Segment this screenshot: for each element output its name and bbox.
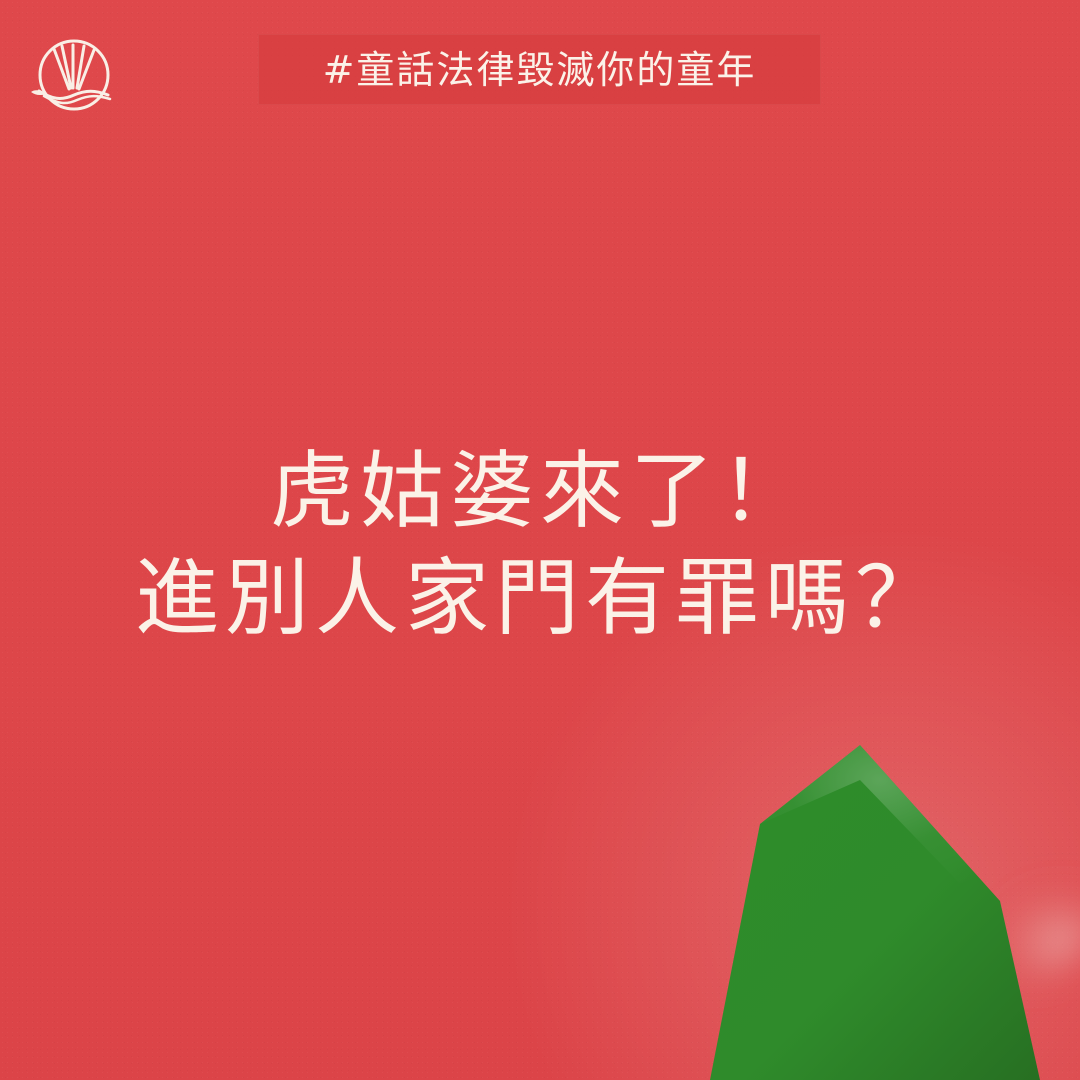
chopsticks-circle-icon	[31, 39, 112, 111]
headline-block: 虎姑婆來了！ 進別人家門有罪嗎？	[0, 438, 1080, 651]
hashtag-label: #童話法律毀滅你的童年	[322, 47, 757, 92]
headline-line-1: 虎姑婆來了！	[269, 442, 810, 540]
hashtag-banner: #童話法律毀滅你的童年	[258, 34, 821, 105]
headline-line-2: 進別人家門有罪嗎？	[134, 548, 945, 647]
